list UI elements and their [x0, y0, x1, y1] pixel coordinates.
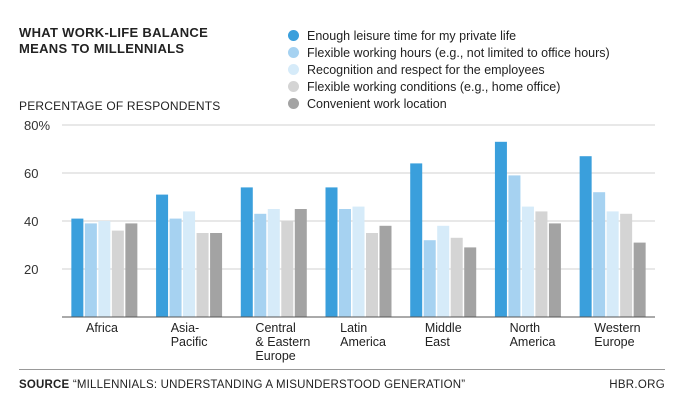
bar: [464, 247, 477, 317]
category-label-line: Europe: [594, 335, 634, 349]
bar: [267, 209, 280, 317]
bar: [339, 209, 351, 317]
legend-swatch: [288, 47, 299, 58]
bar: [294, 209, 307, 317]
category-label-line: Latin: [340, 321, 367, 335]
category-label-line: Africa: [86, 321, 118, 335]
legend-label: Flexible working hours (e.g., not limite…: [307, 45, 610, 60]
y-tick-label: 60: [24, 166, 38, 181]
category-label-line: & Eastern: [255, 335, 310, 349]
x-category-label: Asia-Pacific: [171, 321, 208, 349]
category-label-line: Middle: [425, 321, 462, 335]
source-text: “MILLENNIALS: UNDERSTANDING A MISUNDERST…: [72, 379, 466, 391]
y-tick-label: 20: [24, 262, 38, 277]
legend-label: Convenient work location: [307, 96, 447, 111]
bar: [410, 163, 423, 317]
bar: [548, 223, 561, 317]
footer-divider: [19, 369, 665, 370]
legend-label: Flexible working conditions (e.g., home …: [307, 79, 561, 94]
bar: [210, 233, 223, 317]
category-label-line: Europe: [255, 349, 295, 363]
bar: [281, 221, 294, 317]
category-label-line: Western: [594, 321, 640, 335]
source-label: SOURCE: [19, 379, 70, 391]
x-category-label: Middle East: [425, 321, 462, 349]
legend-item: Enough leisure time for my private life: [288, 27, 610, 44]
brand-label: HBR.ORG: [609, 379, 665, 391]
chart-legend: Enough leisure time for my private life …: [288, 27, 610, 112]
bar: [450, 237, 463, 317]
bar: [71, 218, 84, 317]
bar: [593, 192, 606, 317]
bar: [379, 225, 392, 317]
bar: [366, 233, 378, 317]
bar: [169, 218, 182, 317]
bar: [437, 225, 450, 317]
category-label-line: East: [425, 335, 451, 349]
category-label-line: Pacific: [171, 335, 208, 349]
bar: [98, 221, 111, 317]
bar: [620, 213, 633, 317]
legend-swatch: [288, 98, 299, 109]
x-category-label: Africa: [86, 321, 118, 335]
source-note: SOURCE “MILLENNIALS: UNDERSTANDING A MIS…: [19, 379, 465, 391]
legend-item: Flexible working conditions (e.g., home …: [288, 78, 610, 95]
legend-swatch: [288, 30, 299, 41]
bar: [84, 223, 97, 317]
legend-label: Enough leisure time for my private life: [307, 28, 517, 43]
category-label-line: North: [510, 321, 541, 335]
x-category-label: Western Europe: [594, 321, 640, 349]
legend-swatch: [288, 81, 299, 92]
bar: [240, 187, 253, 317]
legend-item: Convenient work location: [288, 95, 610, 112]
bar: [125, 223, 138, 317]
bar: [254, 213, 267, 317]
x-category-label: Central & Eastern Europe: [255, 321, 310, 363]
chart-title: WHAT WORK-LIFE BALANCE MEANS TO MILLENNI…: [19, 25, 209, 56]
x-category-label: North America: [510, 321, 556, 349]
bar: [196, 233, 209, 317]
bar: [535, 211, 548, 317]
category-label-line: Asia-: [171, 321, 199, 335]
legend-swatch: [288, 64, 299, 75]
bar: [352, 206, 365, 317]
bar: [156, 194, 169, 317]
bar: [183, 211, 196, 317]
x-category-label: Latin America: [340, 321, 386, 349]
bar: [606, 211, 619, 317]
legend-item: Flexible working hours (e.g., not limite…: [288, 44, 610, 61]
category-label-line: America: [340, 335, 386, 349]
y-tick-label: 80%: [24, 118, 50, 133]
legend-item: Recognition and respect for the employee…: [288, 61, 610, 78]
bar: [521, 206, 534, 317]
bar: [111, 230, 124, 317]
bar: [633, 242, 646, 317]
bar: [325, 187, 338, 317]
bar: [423, 240, 436, 317]
bar: [579, 156, 592, 317]
bar: [494, 141, 507, 317]
category-label-line: Central: [255, 321, 295, 335]
legend-label: Recognition and respect for the employee…: [307, 62, 545, 77]
bar: [508, 175, 521, 317]
y-axis-label: PERCENTAGE OF RESPONDENTS: [19, 99, 221, 113]
y-tick-label: 40: [24, 214, 38, 229]
category-label-line: America: [510, 335, 556, 349]
